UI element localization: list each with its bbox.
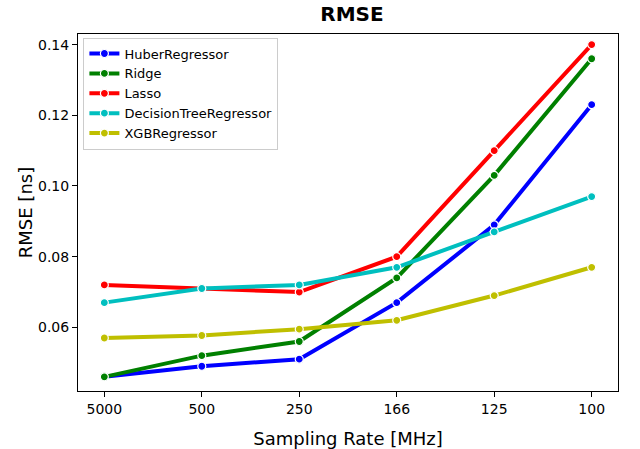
- svg-text:0.06: 0.06: [38, 319, 69, 335]
- svg-text:5000: 5000: [86, 401, 122, 417]
- svg-text:Lasso: Lasso: [124, 86, 161, 101]
- svg-text:0.12: 0.12: [38, 107, 69, 123]
- svg-text:XGBRegressor: XGBRegressor: [124, 126, 217, 141]
- svg-text:500: 500: [188, 401, 215, 417]
- svg-text:0.10: 0.10: [38, 178, 69, 194]
- svg-text:RMSE [ns]: RMSE [ns]: [15, 167, 36, 258]
- svg-text:Sampling Rate [MHz]: Sampling Rate [MHz]: [253, 428, 443, 449]
- svg-text:RMSE: RMSE: [320, 2, 383, 26]
- svg-text:DecisionTreeRegressor: DecisionTreeRegressor: [124, 106, 272, 121]
- svg-text:125: 125: [481, 401, 508, 417]
- svg-text:0.08: 0.08: [38, 249, 69, 265]
- svg-text:250: 250: [286, 401, 313, 417]
- svg-text:100: 100: [578, 401, 605, 417]
- svg-text:0.14: 0.14: [38, 37, 69, 53]
- svg-text:Ridge: Ridge: [124, 66, 161, 81]
- svg-text:166: 166: [383, 401, 410, 417]
- svg-text:HuberRegressor: HuberRegressor: [124, 47, 229, 62]
